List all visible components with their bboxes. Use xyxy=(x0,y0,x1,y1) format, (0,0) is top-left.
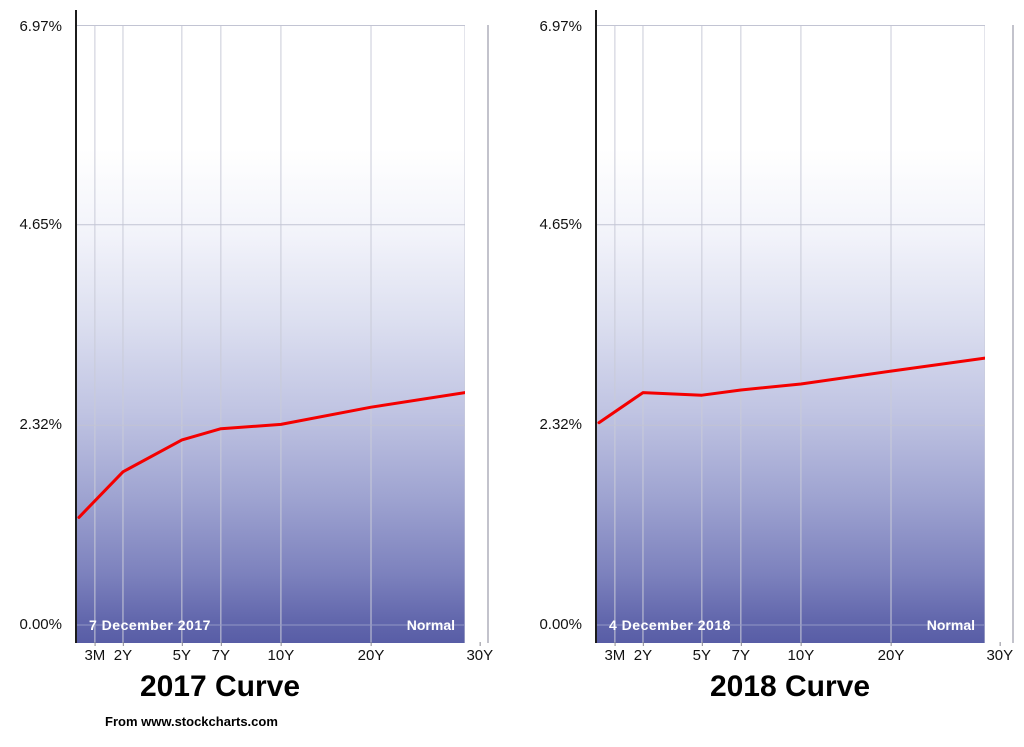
chart-title-2017: 2017 Curve xyxy=(139,670,301,703)
curve-mode-label: Normal xyxy=(926,617,975,633)
x-axis-label: 20Y xyxy=(357,642,385,664)
x-axis-label: 2Y xyxy=(113,642,133,664)
chart-title-2018: 2018 Curve xyxy=(709,670,871,703)
curve-mode-label: Normal xyxy=(406,617,455,633)
footer-band-2018: 4 December 2018 Normal xyxy=(595,617,985,637)
x-axis-label: 30Y xyxy=(466,642,494,664)
y-axis-label: 0.00% xyxy=(539,616,582,633)
x-axis-label: 10Y xyxy=(787,642,815,664)
x-axis-label: 10Y xyxy=(267,642,295,664)
x-axis-label: 7Y xyxy=(211,642,231,664)
cropped-panel-edge xyxy=(487,25,489,643)
y-axis-line xyxy=(75,10,77,643)
chart-panel-2018: 6.97% 4.65% 2.32% 0.00% 4 December 2018 … xyxy=(528,0,1024,747)
yield-curve-svg-2017 xyxy=(75,25,465,643)
x-axis-label: 2Y xyxy=(633,642,653,664)
x-axis-2018: 3M 2Y 5Y 7Y 10Y 20Y 30Y xyxy=(595,642,1013,669)
plot-area-2017: 7 December 2017 Normal xyxy=(75,10,465,643)
x-axis-label: 7Y xyxy=(731,642,751,664)
x-axis-2017: 3M 2Y 5Y 7Y 10Y 20Y 30Y xyxy=(75,642,493,669)
chart-panel-2017: 6.97% 4.65% 2.32% 0.00% 7 December 2017 … xyxy=(0,0,496,747)
y-axis-label: 6.97% xyxy=(539,18,582,35)
y-axis-label: 0.00% xyxy=(19,616,62,633)
y-axis-label: 6.97% xyxy=(19,18,62,35)
cropped-panel-edge xyxy=(1012,25,1014,643)
x-axis-label: 30Y xyxy=(986,642,1014,664)
y-axis-2018: 6.97% 4.65% 2.32% 0.00% xyxy=(528,18,595,643)
y-axis-label: 4.65% xyxy=(19,216,62,233)
x-axis-label: 5Y xyxy=(692,642,712,664)
y-axis-label: 2.32% xyxy=(539,416,582,433)
y-axis-2017: 6.97% 4.65% 2.32% 0.00% xyxy=(0,18,75,643)
date-label: 4 December 2018 xyxy=(609,617,731,633)
y-axis-line xyxy=(595,10,597,643)
x-axis-label: 3M xyxy=(604,642,626,664)
plot-area-2018: 4 December 2018 Normal xyxy=(595,10,985,643)
yield-curve-svg-2018 xyxy=(595,25,985,643)
y-axis-label: 4.65% xyxy=(539,216,582,233)
date-label: 7 December 2017 xyxy=(89,617,211,633)
y-axis-label: 2.32% xyxy=(19,416,62,433)
footer-band-2017: 7 December 2017 Normal xyxy=(75,617,465,637)
x-axis-label: 5Y xyxy=(172,642,192,664)
credit-text: From www.stockcharts.com xyxy=(105,714,278,729)
x-axis-label: 3M xyxy=(84,642,106,664)
x-axis-label: 20Y xyxy=(877,642,905,664)
